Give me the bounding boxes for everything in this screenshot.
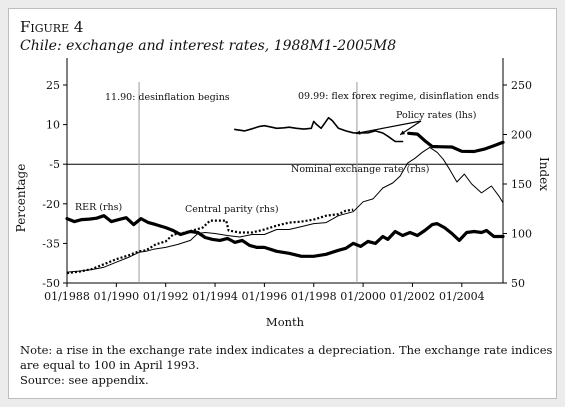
vline-label-flex-forex: 09.99: flex forex regime, disinflation e… xyxy=(298,91,499,102)
x-axis-title: Month xyxy=(266,315,305,329)
y-right-axis-title: Index xyxy=(537,157,551,191)
chart-series xyxy=(65,116,505,275)
y-right-tick-label: 250 xyxy=(511,79,532,92)
note-line-1: Note: a rise in the exchange rate index … xyxy=(20,343,553,357)
figure-card: Figure 4 Chile: exchange and interest ra… xyxy=(8,8,557,399)
arrow-line-1 xyxy=(355,120,422,135)
figure-title: Chile: exchange and interest rates, 1988… xyxy=(20,38,397,54)
note-line-2: are equal to 100 in April 1993. xyxy=(20,358,200,372)
annotation-central-parity: Central parity (rhs) xyxy=(185,204,279,215)
annotation-nominal-exchange-rate: Nominal exchange rate (rhs) xyxy=(291,164,429,175)
y-left-tick-label: -20 xyxy=(42,198,60,211)
chart-annotations: 11.90: desinflation begins 09.99: flex fo… xyxy=(75,91,499,215)
x-tick-label: 01/2004 xyxy=(439,290,485,303)
vline-label-desinflation: 11.90: desinflation begins xyxy=(105,92,230,103)
y-right-tick-label: 100 xyxy=(511,228,532,241)
annotation-policy-rates: Policy rates (lhs) xyxy=(396,110,477,121)
x-tick-label: 01/1990 xyxy=(93,290,139,303)
y-left-tick-label: 25 xyxy=(46,79,60,92)
series-line-nominal-exchange-rate xyxy=(66,146,504,273)
series-line-central-parity xyxy=(66,208,354,275)
y-right-tick-label: 50 xyxy=(511,277,525,290)
x-tick-label: 01/1992 xyxy=(143,290,189,303)
y-left-tick-label: -5 xyxy=(49,158,60,171)
annotation-rer: RER (rhs) xyxy=(75,202,122,213)
series-line-rer xyxy=(65,214,505,258)
note-line-3: Source: see appendix. xyxy=(20,373,149,387)
y-left-axis-title: Percentage xyxy=(14,164,28,233)
y-right-tick-label: 200 xyxy=(511,129,532,142)
x-tick-label: 01/1988 xyxy=(44,290,90,303)
y-right-tick-label: 150 xyxy=(511,178,532,191)
y-left-tick-label: 10 xyxy=(46,119,60,132)
chart-vlines xyxy=(138,82,358,283)
series-line-policy-rates xyxy=(234,116,404,143)
y-left-tick-label: -50 xyxy=(42,277,60,290)
series-line-policy-rates-2 xyxy=(407,131,505,154)
x-tick-label: 01/1996 xyxy=(242,290,288,303)
x-tick-label: 01/1998 xyxy=(291,290,337,303)
x-tick-label: 01/2000 xyxy=(340,290,386,303)
x-tick-label: 01/2002 xyxy=(390,290,436,303)
chart-frame xyxy=(66,58,504,284)
figure-label: Figure 4 xyxy=(20,18,84,36)
arrow-head-1 xyxy=(355,130,361,135)
x-tick-label: 01/1994 xyxy=(192,290,238,303)
arrow-head-2 xyxy=(400,130,406,135)
figure-note: Note: a rise in the exchange rate index … xyxy=(20,343,553,388)
y-left-tick-label: -35 xyxy=(42,237,60,250)
